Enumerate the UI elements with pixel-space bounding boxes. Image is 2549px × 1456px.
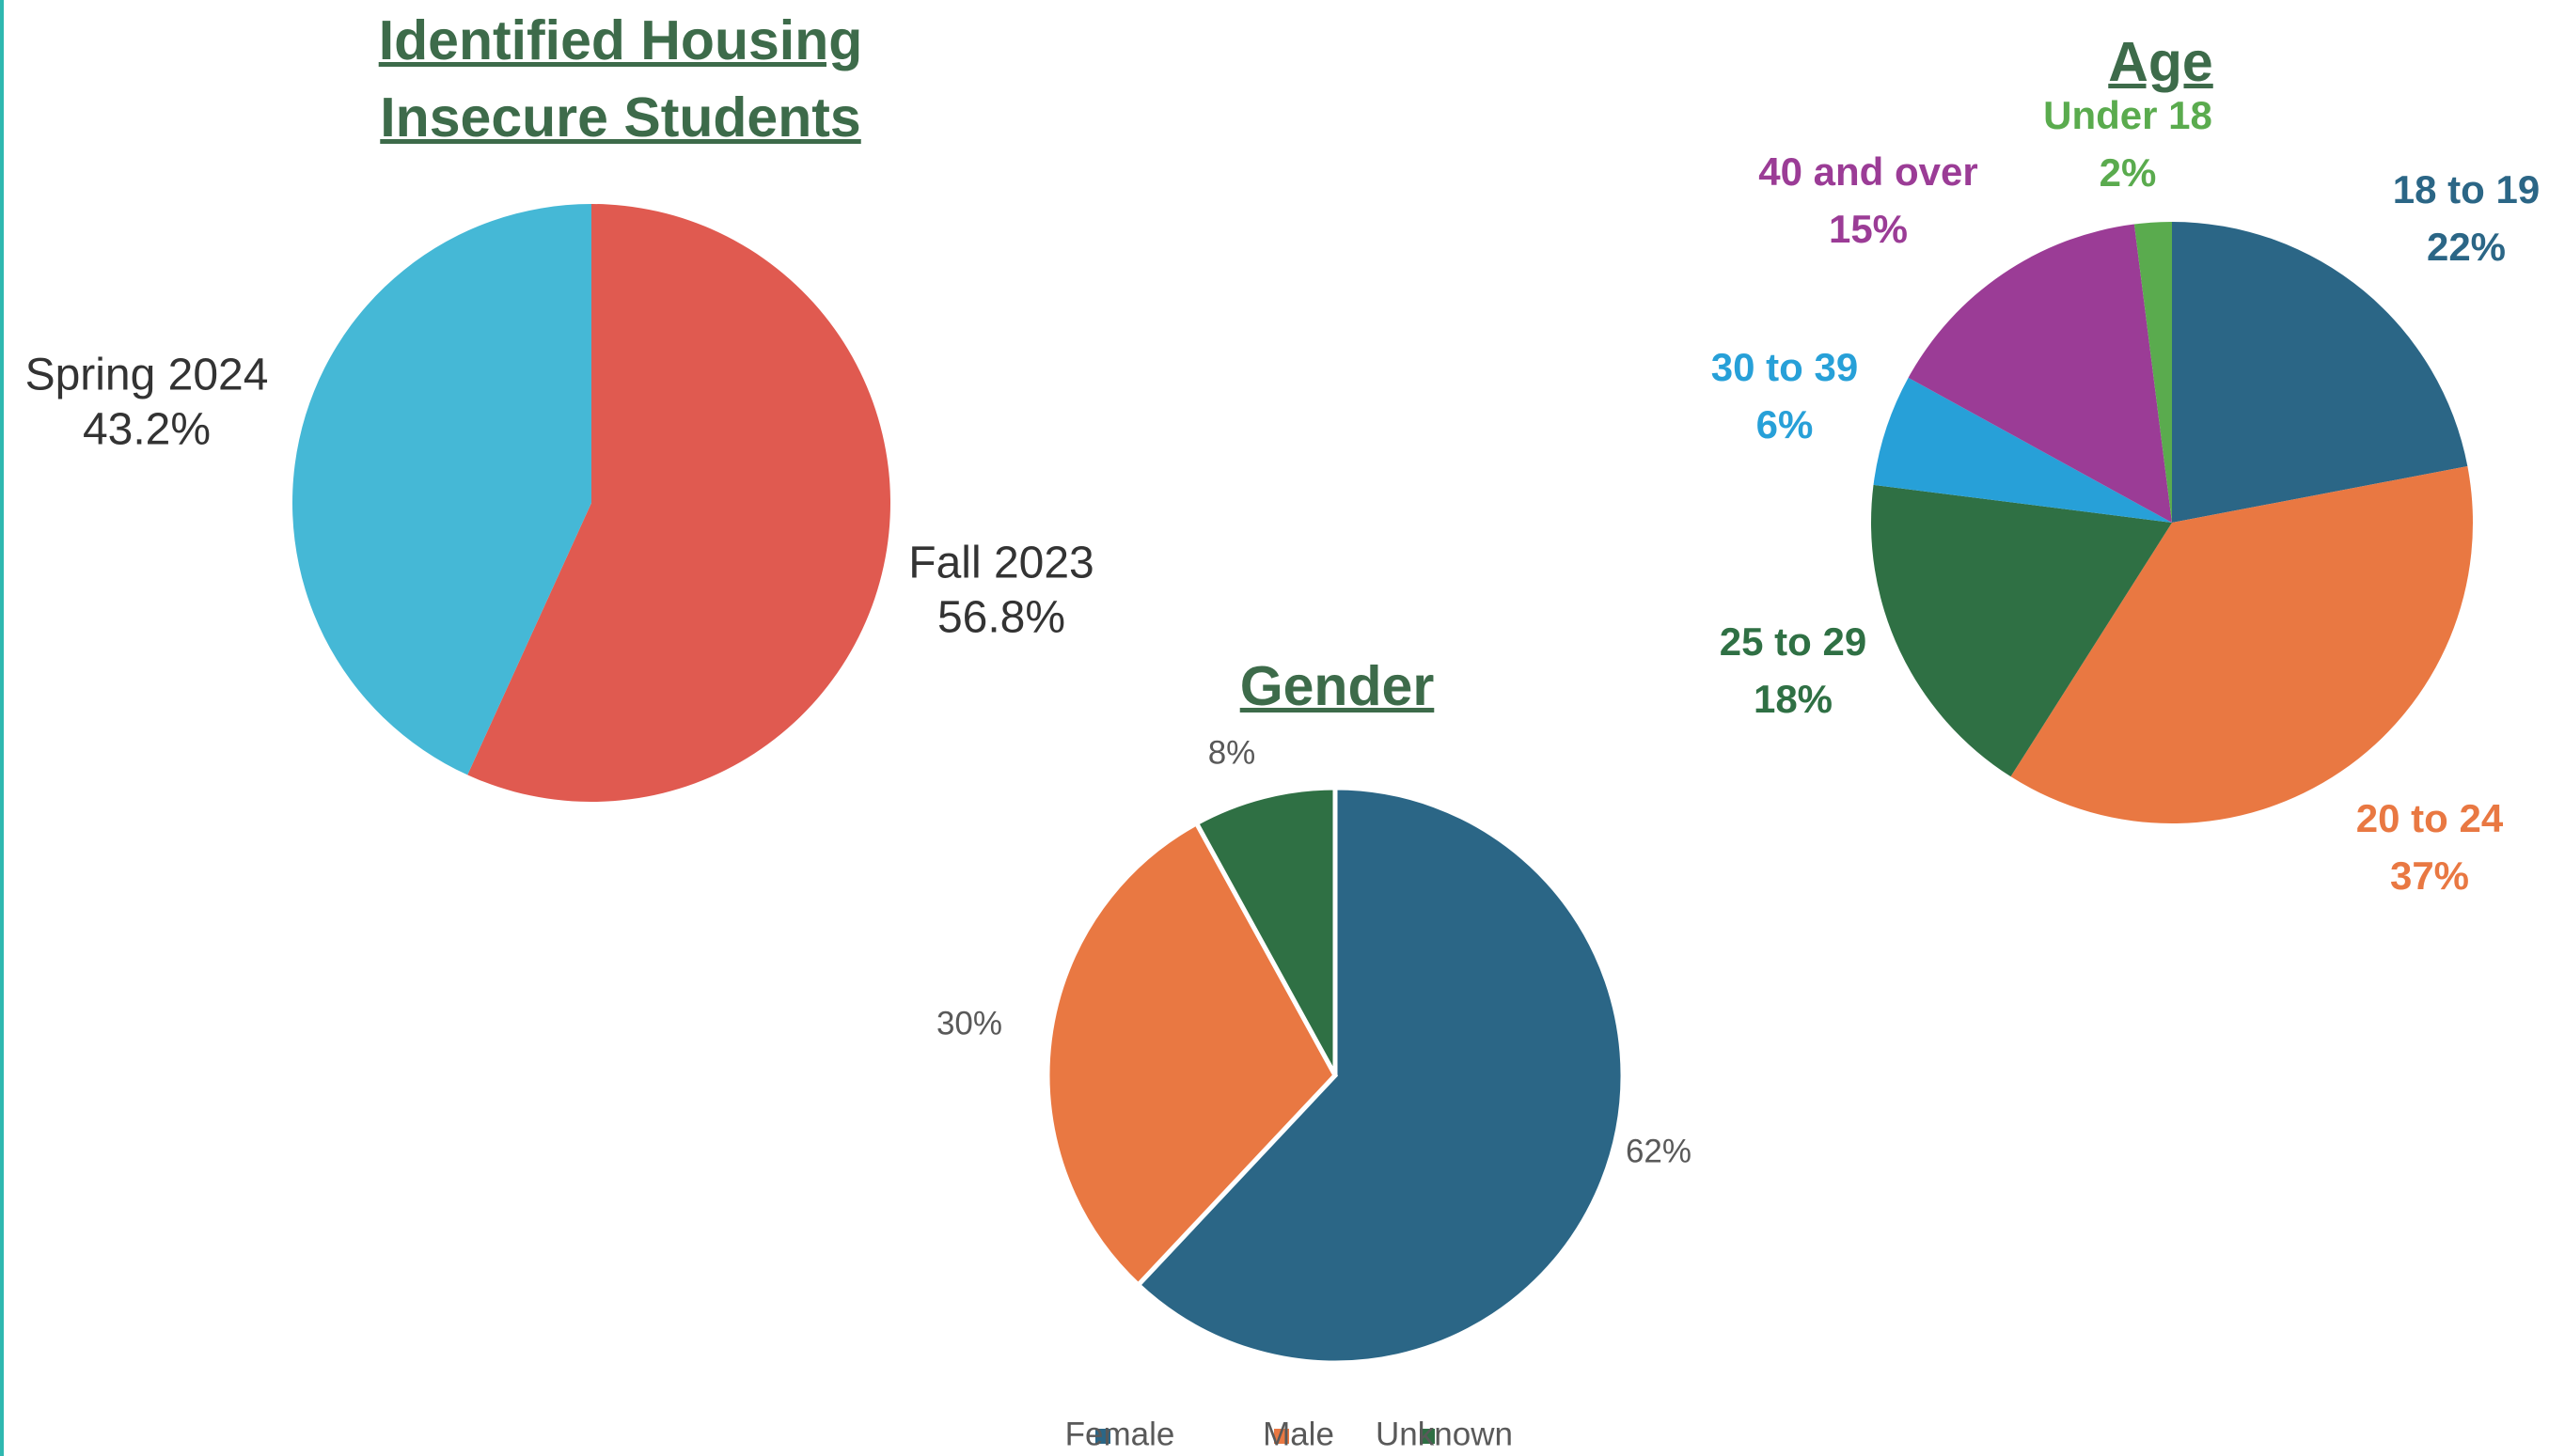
slice-label: 30 to 39 [1711, 345, 1858, 389]
legend-label: Male [1263, 1416, 1334, 1452]
legend-label: Unknown [1376, 1416, 1513, 1452]
slice-label: 18 to 19 [2393, 167, 2540, 211]
slice-label: 20 to 24 [2356, 796, 2504, 840]
chart-title: Age [2108, 31, 2213, 93]
value-label: 22% [2427, 225, 2506, 269]
pie-slice [1045, 820, 1339, 1289]
edge-strip [0, 0, 4, 1456]
pie-slice [1908, 224, 2172, 523]
pie-slice [2010, 466, 2473, 823]
slice-label: 25 to 29 [1720, 619, 1866, 664]
legend-swatch [1274, 1429, 1289, 1444]
value-label: 18% [1754, 677, 1833, 721]
pie-slice [1871, 484, 2172, 777]
legend-swatch [1095, 1429, 1110, 1444]
pie-slice [467, 204, 890, 803]
legend-swatch [1420, 1429, 1435, 1444]
slice-label: 40 and over [1758, 149, 1977, 194]
legend-label: Female [1065, 1416, 1175, 1452]
value-label: 15% [1829, 207, 1908, 251]
pie-slice [1193, 785, 1338, 1077]
slice-label: Under 18 [2043, 93, 2212, 137]
value-label: 2% [2100, 150, 2157, 195]
value-label: 43.2% [83, 405, 211, 455]
pie-slice [2172, 222, 2468, 523]
pie-slice [2133, 222, 2172, 523]
pie-slice [1873, 377, 2172, 523]
chart-title: Gender [1239, 655, 1435, 717]
slice-label: Fall 2023 [908, 539, 1094, 588]
value-label: 6% [1756, 402, 1814, 446]
pie-slice [1134, 785, 1626, 1366]
value-label: 37% [2390, 853, 2469, 898]
value-label: 8% [1208, 734, 1256, 771]
slice-label: Spring 2024 [25, 351, 269, 400]
value-label: 62% [1626, 1133, 1691, 1169]
value-label: 56.8% [937, 593, 1065, 643]
value-label: 30% [936, 1005, 1002, 1041]
pie-slice [292, 204, 591, 775]
chart-title: Identified Housing Insecure Students [378, 9, 863, 149]
